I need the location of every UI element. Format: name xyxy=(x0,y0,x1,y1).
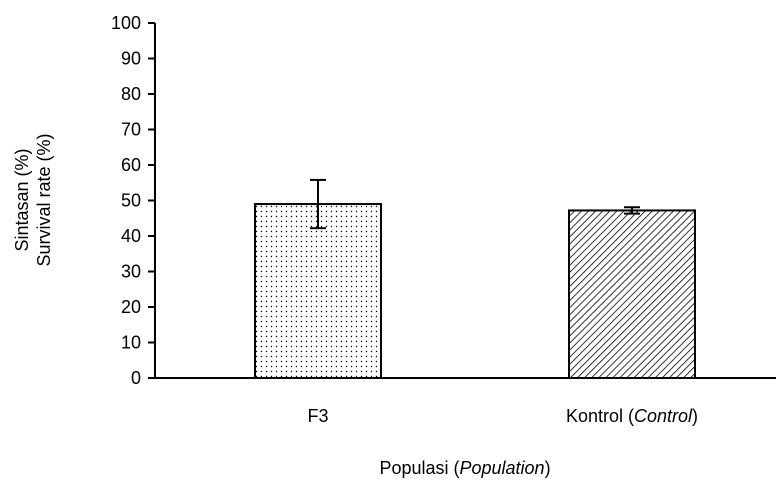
category-label-1: F3 xyxy=(307,406,328,426)
y-tick-label: 100 xyxy=(111,13,141,33)
y-tick-label: 20 xyxy=(121,297,141,317)
bars xyxy=(254,178,696,379)
y-tick-label: 50 xyxy=(121,191,141,211)
category-label-2: Kontrol (Control) xyxy=(566,406,698,426)
y-tick-label: 70 xyxy=(121,120,141,140)
bar-2 xyxy=(568,209,696,379)
y-axis-ticks: 0 10 20 30 40 50 60 70 80 90 100 xyxy=(111,13,155,388)
y-tick-label: 90 xyxy=(121,49,141,69)
category-labels: F3 Kontrol (Control) xyxy=(307,406,698,426)
y-tick-label: 40 xyxy=(121,226,141,246)
y-tick-label: 10 xyxy=(121,333,141,353)
y-tick-label: 0 xyxy=(131,368,141,388)
y-tick-label: 80 xyxy=(121,84,141,104)
bar-1 xyxy=(254,203,382,379)
y-axis-title: Sintasan (%) Survival rate (%) xyxy=(12,133,54,266)
axes xyxy=(154,23,776,379)
x-axis-title: Populasi (Population) xyxy=(379,458,550,478)
y-tick-label: 30 xyxy=(121,262,141,282)
y-tick-label: 60 xyxy=(121,155,141,175)
axis-titles: Populasi (Population) Sintasan (%) Surviva… xyxy=(12,133,551,478)
